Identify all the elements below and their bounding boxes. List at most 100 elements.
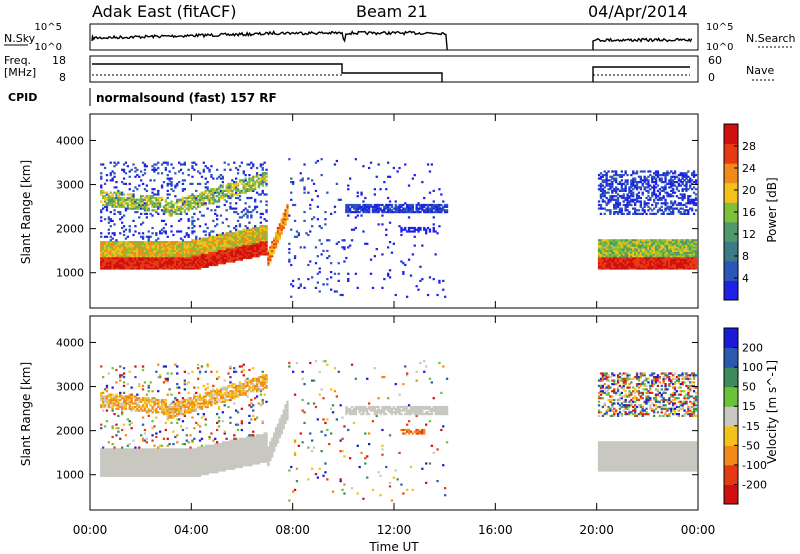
power-cell [641,179,644,182]
power-cell [119,263,122,267]
power-cell [197,253,200,256]
power-cell [261,179,264,182]
power-cell [670,200,673,203]
power-cell [193,230,196,233]
velocity-cell [102,376,105,379]
power-cell [265,175,268,178]
power-cell [254,255,257,258]
velocity-cell [107,448,110,451]
power-cell [415,203,418,207]
power-cell [164,255,167,258]
power-cell [689,253,692,256]
power-cell [117,161,120,164]
power-cell [347,279,350,282]
power-cell [185,258,188,261]
power-cell [179,211,183,214]
power-cell [689,256,692,260]
power-cell [377,205,380,208]
power-cell [248,205,251,208]
power-cell [119,202,122,205]
power-cell [254,225,257,228]
power-cell [250,232,253,235]
power-cell [103,256,107,260]
power-cell [645,177,648,180]
power-cell [238,189,242,192]
power-cell [605,244,608,247]
power-cell [126,196,129,200]
power-cell [170,246,173,249]
power-cell [632,195,635,198]
velocity-cell [107,441,110,444]
power-cell [189,263,192,267]
power-cell [599,196,603,200]
power-cell [174,212,177,215]
power-cell [117,251,120,254]
power-cell [115,202,118,205]
power-cell [615,179,618,182]
power-cell [128,244,131,247]
power-cell [404,207,407,210]
velocity-cell [122,423,126,426]
power-cell [208,200,211,203]
power-cell [151,258,154,261]
power-colorbar-label: Power [dB] [765,177,779,242]
power-cell [212,251,215,254]
power-cell [217,256,221,260]
power-cell [402,211,405,214]
power-cell [271,249,274,252]
power-cell [216,260,219,263]
power-cell [216,177,219,180]
power-cell [444,209,447,212]
power-cell [687,195,690,198]
power-cell [105,249,109,252]
power-cell [616,198,620,201]
power-cell [603,262,606,265]
power-cell [635,172,639,175]
power-cell [235,251,238,254]
power-cell [263,175,266,178]
power-cell [267,249,270,252]
power-cell [385,203,388,207]
power-cell [166,255,169,258]
power-cell [385,207,388,210]
power-cell [603,200,606,203]
power-cell [677,182,680,185]
power-cell [170,241,173,244]
power-cell [254,235,257,238]
power-cell [155,256,158,260]
power-cell [162,263,166,267]
power-cell [613,198,616,201]
power-cell [651,203,654,207]
power-cell [658,255,661,258]
velocity-cell [115,473,118,476]
power-cell [681,249,684,252]
power-cell [107,221,110,224]
power-cell [170,230,173,233]
power-cell [219,237,223,240]
power-cell [140,253,143,256]
power-cell [250,211,253,214]
power-cell [204,196,207,200]
power-cell [683,209,686,212]
power-cell [601,193,604,196]
power-cell [356,211,359,214]
power-cell [603,246,606,249]
power-cell [257,182,261,185]
power-cell [687,239,690,242]
power-cell [170,256,173,260]
power-cell [687,263,690,267]
power-cell [672,241,675,244]
power-cell [107,216,110,219]
power-cell [615,256,618,260]
power-cell [233,258,236,261]
power-cell [402,272,405,275]
velocity-cell [117,462,120,465]
power-cell [354,216,357,219]
velocity-cell [113,457,116,460]
power-cell [229,249,232,252]
power-cell [689,186,692,189]
power-cell [607,260,610,263]
velocity-cell [102,465,105,469]
power-cell [601,175,604,178]
power-cell [121,265,124,268]
